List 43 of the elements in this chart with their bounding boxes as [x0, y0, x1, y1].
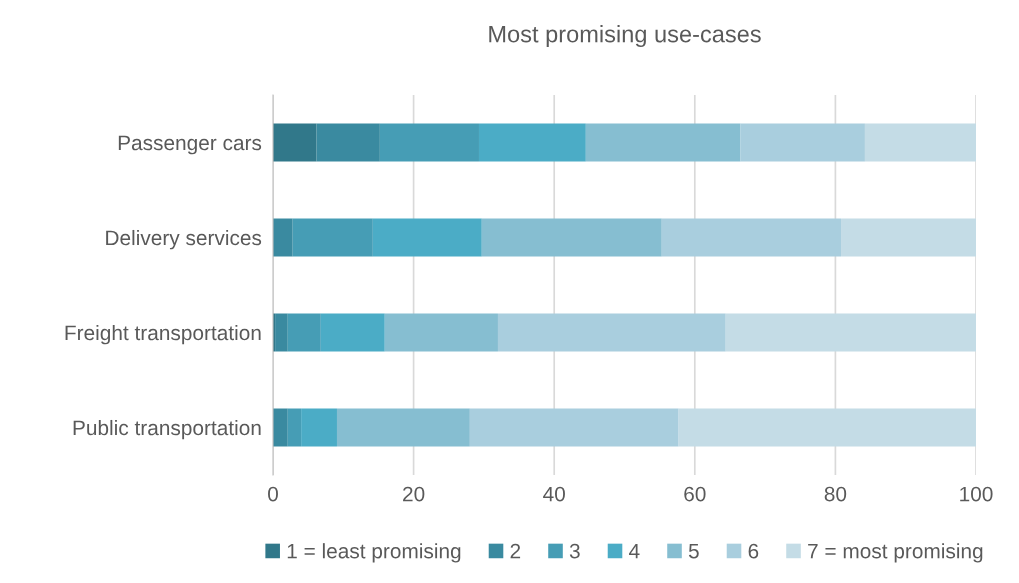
bar [287, 313, 321, 352]
bar [725, 313, 976, 352]
legend-label: 7 = most promising [808, 543, 983, 563]
chart-title: Most promising use-cases [489, 25, 761, 48]
bar [478, 123, 586, 162]
bar [336, 408, 470, 447]
bar [316, 123, 380, 162]
legend-label: 2 [510, 543, 521, 559]
legend-label: 1 = least promising [287, 543, 461, 563]
bar [379, 123, 479, 162]
bar [661, 218, 842, 257]
legend-label: 6 [748, 543, 759, 559]
bar [292, 218, 373, 257]
y-tick-label: Delivery services [106, 229, 262, 250]
x-tick-label: 100 [960, 486, 993, 502]
x-tick-label: 0 [268, 486, 278, 502]
bar [273, 408, 288, 447]
x-tick-label: 20 [403, 486, 425, 502]
legend-label: 3 [569, 543, 580, 559]
bar [372, 218, 482, 257]
legend-label: 5 [688, 543, 699, 559]
bar [301, 408, 337, 447]
legend-label: 4 [629, 543, 640, 559]
x-tick-label: 80 [824, 486, 847, 502]
bar [273, 123, 317, 162]
bar [275, 313, 288, 352]
bar [469, 408, 679, 447]
bar [273, 218, 293, 257]
bar [678, 408, 976, 447]
y-tick-label: Freight transportation [65, 324, 261, 345]
bar [481, 218, 662, 257]
y-tick-label: Public transportation [73, 419, 261, 440]
bar [841, 218, 976, 257]
bar [320, 313, 385, 352]
x-tick-label: 40 [543, 486, 565, 502]
bar [864, 123, 976, 162]
bar [740, 123, 865, 162]
bar [585, 123, 741, 162]
bar [384, 313, 498, 352]
bar [287, 408, 302, 447]
x-tick-label: 60 [684, 486, 706, 502]
bar [497, 313, 726, 352]
y-tick-label: Passenger cars [118, 135, 262, 155]
